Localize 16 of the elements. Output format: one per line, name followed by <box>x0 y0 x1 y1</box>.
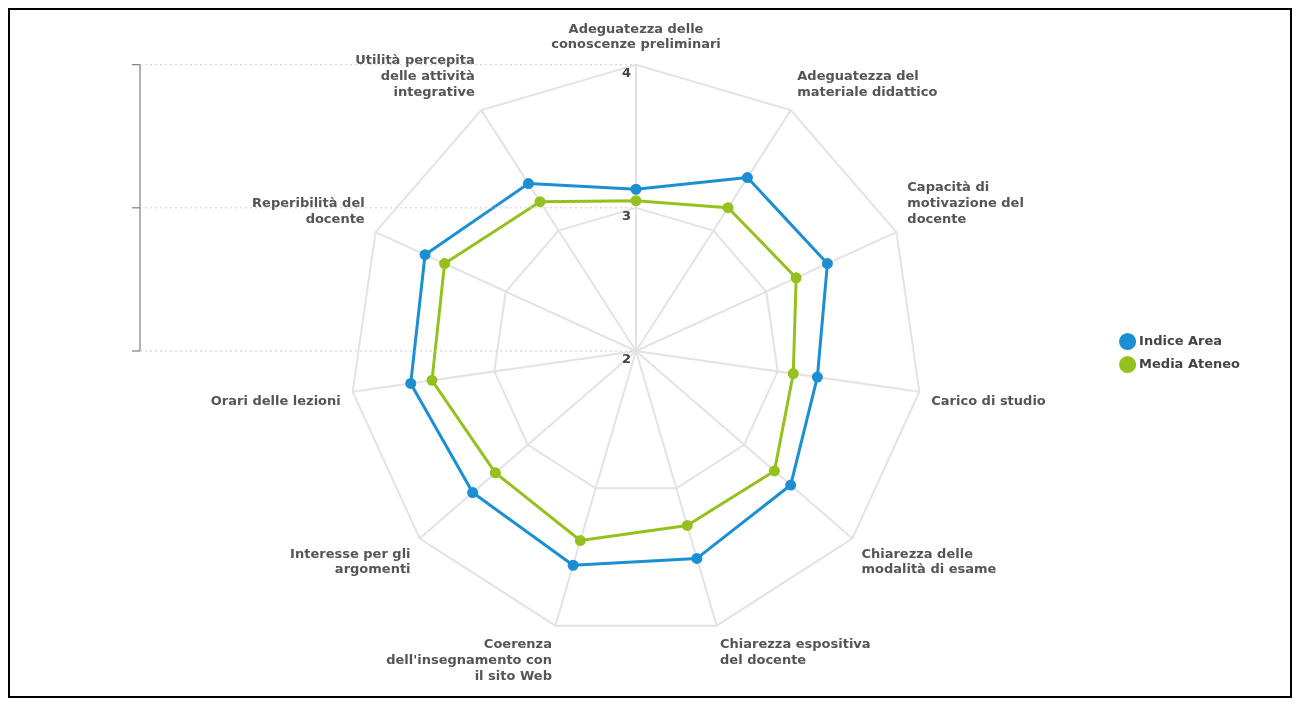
y-tick-label: 3 <box>621 207 631 223</box>
spoke-label: Chiarezza espositiva del docente <box>720 636 871 667</box>
spoke-label: Capacità di motivazione del docente <box>907 179 1024 226</box>
spoke-label: Adeguatezza delle conoscenze preliminari <box>551 20 721 52</box>
spoke-label: Orari delle lezioni <box>210 392 341 408</box>
spoke-label: Coerenza dell'insegnamento con il sito Web <box>386 636 552 683</box>
spoke-label: Utilità percepita delle attività integrative <box>355 52 475 99</box>
spoke-label: Carico di studio <box>931 392 1046 408</box>
legend-label: Indice Area <box>1139 332 1223 348</box>
spoke-label: Adeguatezza del materiale didattico <box>797 68 938 99</box>
y-tick-label: 4 <box>621 64 631 80</box>
spoke-label: Reperibilità del docente <box>252 195 365 226</box>
legend-label: Media Ateneo <box>1139 355 1241 371</box>
y-tick-label: 2 <box>621 350 631 366</box>
spoke-label: Interesse per gli argomenti <box>290 545 411 577</box>
spoke-label: Chiarezza delle modalità di esame <box>861 545 997 577</box>
